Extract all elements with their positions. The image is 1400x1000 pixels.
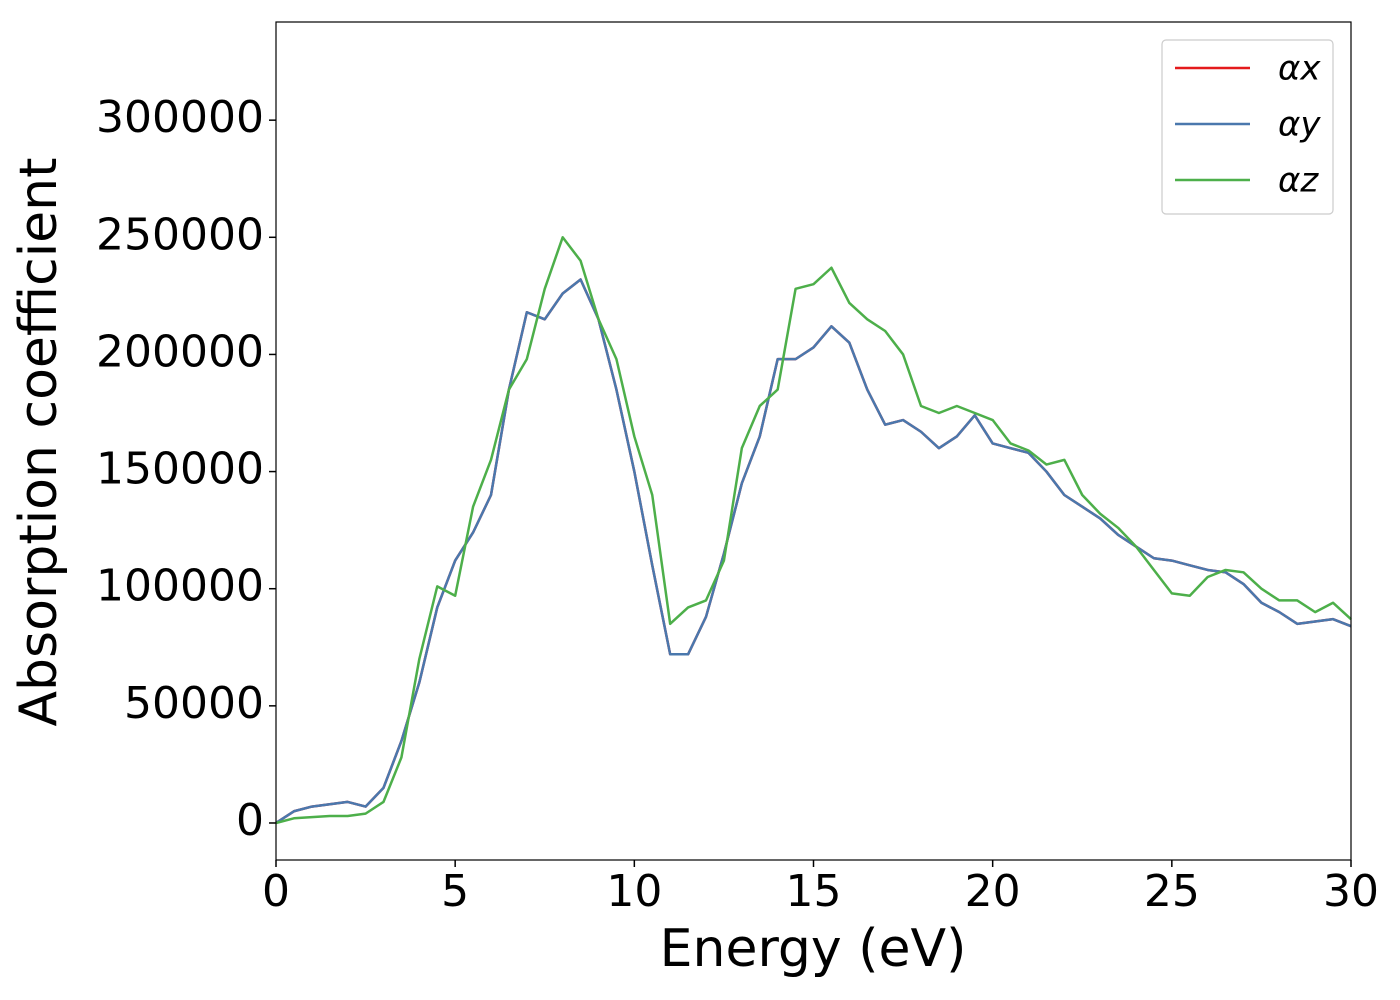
y-tick-label: 200000 bbox=[96, 326, 264, 377]
data-line bbox=[275, 236, 1352, 825]
data-line bbox=[275, 278, 1352, 825]
plot-frame bbox=[275, 21, 1352, 861]
y-axis-label: Absorption coefficient bbox=[9, 157, 69, 726]
x-tick-label: 10 bbox=[606, 866, 662, 917]
y-tick-label: 100000 bbox=[96, 561, 264, 612]
legend: αx αy αz bbox=[1161, 39, 1334, 215]
x-tick-label: 30 bbox=[1323, 866, 1379, 917]
x-tick-label: 15 bbox=[786, 866, 842, 917]
legend-box bbox=[1161, 39, 1334, 215]
legend-label: αy bbox=[1278, 105, 1321, 145]
legend-label: αz bbox=[1278, 161, 1319, 201]
x-tick-label: 0 bbox=[262, 866, 290, 917]
x-tick-label: 20 bbox=[965, 866, 1021, 917]
x-tick-label: 25 bbox=[1144, 866, 1200, 917]
y-tick-label: 0 bbox=[236, 795, 264, 846]
legend-label: αx bbox=[1278, 49, 1321, 89]
x-axis-label: Energy (eV) bbox=[660, 919, 967, 979]
y-tick-label: 150000 bbox=[96, 444, 264, 495]
x-tick-label: 5 bbox=[441, 866, 469, 917]
y-tick-label: 300000 bbox=[96, 92, 264, 143]
y-tick-label: 50000 bbox=[124, 678, 264, 729]
data-line bbox=[275, 278, 1352, 825]
y-tick-label: 250000 bbox=[96, 209, 264, 260]
